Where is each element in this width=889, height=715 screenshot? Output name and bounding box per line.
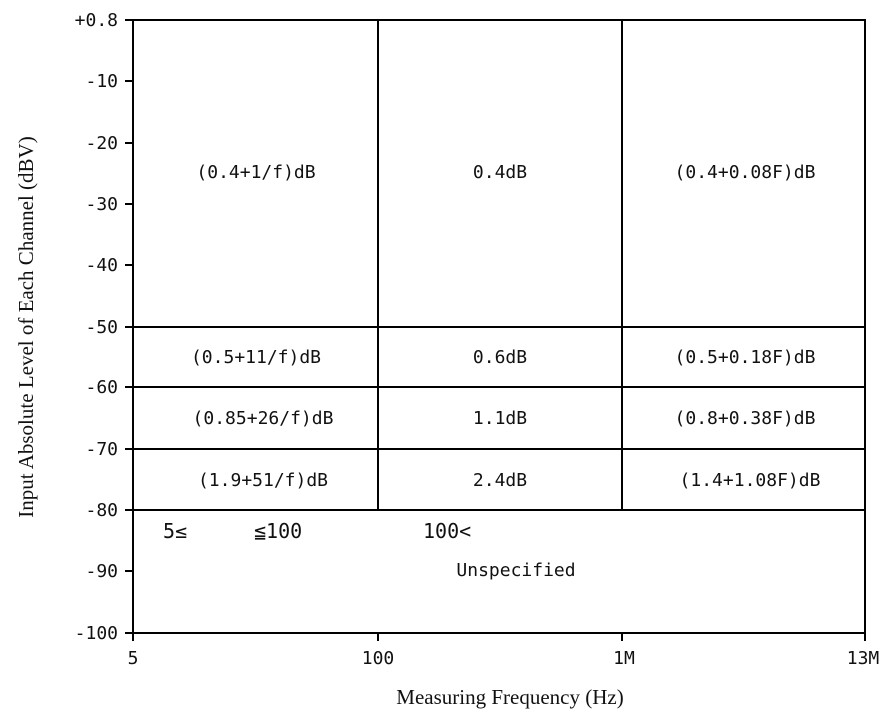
range-label-high: ≦100 [254, 519, 302, 543]
cell-value: (1.9+51/f)dB [198, 470, 328, 491]
y-tick-label: -20 [85, 133, 118, 154]
y-axis-title: Input Absolute Level of Each Channel (dB… [14, 136, 38, 517]
y-tick-label: -10 [85, 71, 118, 92]
y-tick-label: -30 [85, 194, 118, 215]
y-tick-label: +0.8 [75, 10, 118, 31]
x-axis-title: Measuring Frequency (Hz) [396, 685, 623, 709]
cell-value: (0.8+0.38F)dB [675, 408, 816, 429]
y-tick-label: -70 [85, 439, 118, 460]
y-tick-label: -100 [75, 623, 118, 644]
y-tick-label: -40 [85, 255, 118, 276]
cell-value: 1.1dB [473, 408, 527, 429]
cell-value: (0.85+26/f)dB [193, 408, 334, 429]
cell-value: (0.5+0.18F)dB [675, 347, 816, 368]
cell-value: 0.4dB [473, 162, 527, 183]
cell-value: 2.4dB [473, 470, 527, 491]
y-tick-label: -50 [85, 317, 118, 338]
x-tick-label: 13M [847, 648, 880, 669]
range-label-low: 5≤ [163, 519, 187, 543]
x-tick-label: 1M [613, 648, 635, 669]
cell-value: (0.4+1/f)dB [196, 162, 315, 183]
cell-value: 0.6dB [473, 347, 527, 368]
y-tick-label: -80 [85, 500, 118, 521]
cell-value: (0.4+0.08F)dB [675, 162, 816, 183]
cell-value: (0.5+11/f)dB [191, 347, 321, 368]
range-label-mid: 100< [423, 519, 471, 543]
cell-value: (1.4+1.08F)dB [680, 470, 821, 491]
grid-lines [125, 19, 866, 641]
x-tick-label: 100 [362, 648, 395, 669]
unspecified-note: Unspecified [456, 560, 575, 581]
y-tick-label: -60 [85, 377, 118, 398]
x-tick-label: 5 [128, 648, 139, 669]
y-tick-label: -90 [85, 561, 118, 582]
